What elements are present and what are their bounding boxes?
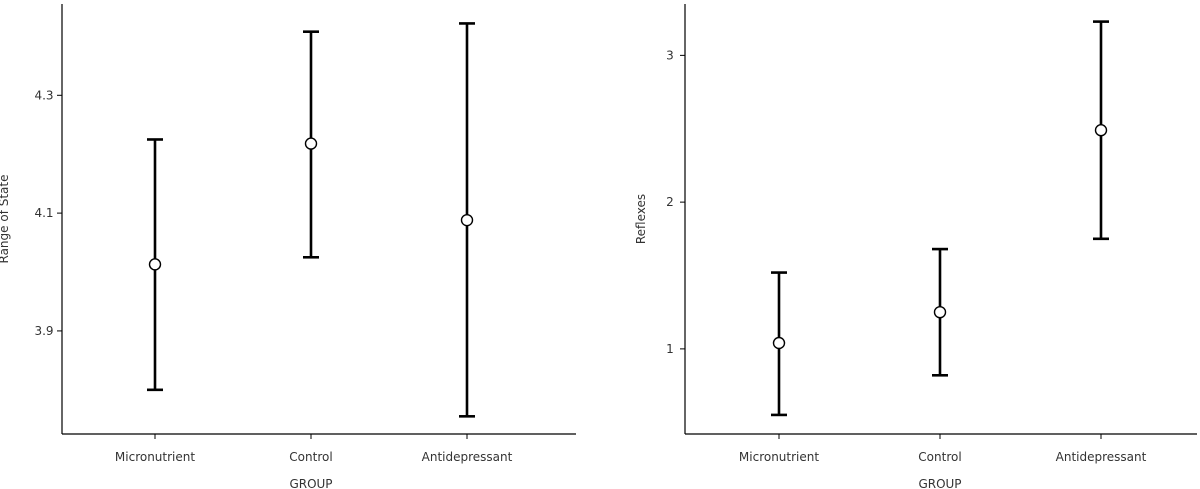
mean-point [148,258,162,271]
y-axis-title: Reflexes [634,194,648,244]
y-tick-label: 1 [666,342,674,356]
mean-point [460,213,474,227]
mean-point [933,305,947,319]
x-axis-title: GROUP [289,477,332,489]
y-tick-label: 4.1 [34,206,53,220]
y-axis-title: Range of State [0,175,11,264]
chart-panel-range-of-state: 3.9 4.1 4.3 Micronutrient Control Antidepress… [0,4,576,489]
x-tick-label: Antidepressant [1056,450,1147,464]
chart-panel-reflexes: 1 2 3 Micronutrient Control Antidepressant GRO… [634,4,1197,489]
y-tick-label: 2 [666,195,674,209]
mean-point [304,137,318,150]
x-tick-label: Control [918,450,961,464]
y-tick-label: 4.3 [34,88,53,102]
x-tick-label: Control [289,450,332,464]
x-tick-label: Micronutrient [115,450,195,464]
x-tick-label: Antidepressant [422,450,513,464]
mean-point [772,336,786,350]
mean-point [1094,124,1108,137]
y-tick-label: 3 [666,48,674,62]
x-axis-title: GROUP [918,477,961,489]
y-tick-label: 3.9 [34,324,53,338]
x-tick-label: Micronutrient [739,450,819,464]
